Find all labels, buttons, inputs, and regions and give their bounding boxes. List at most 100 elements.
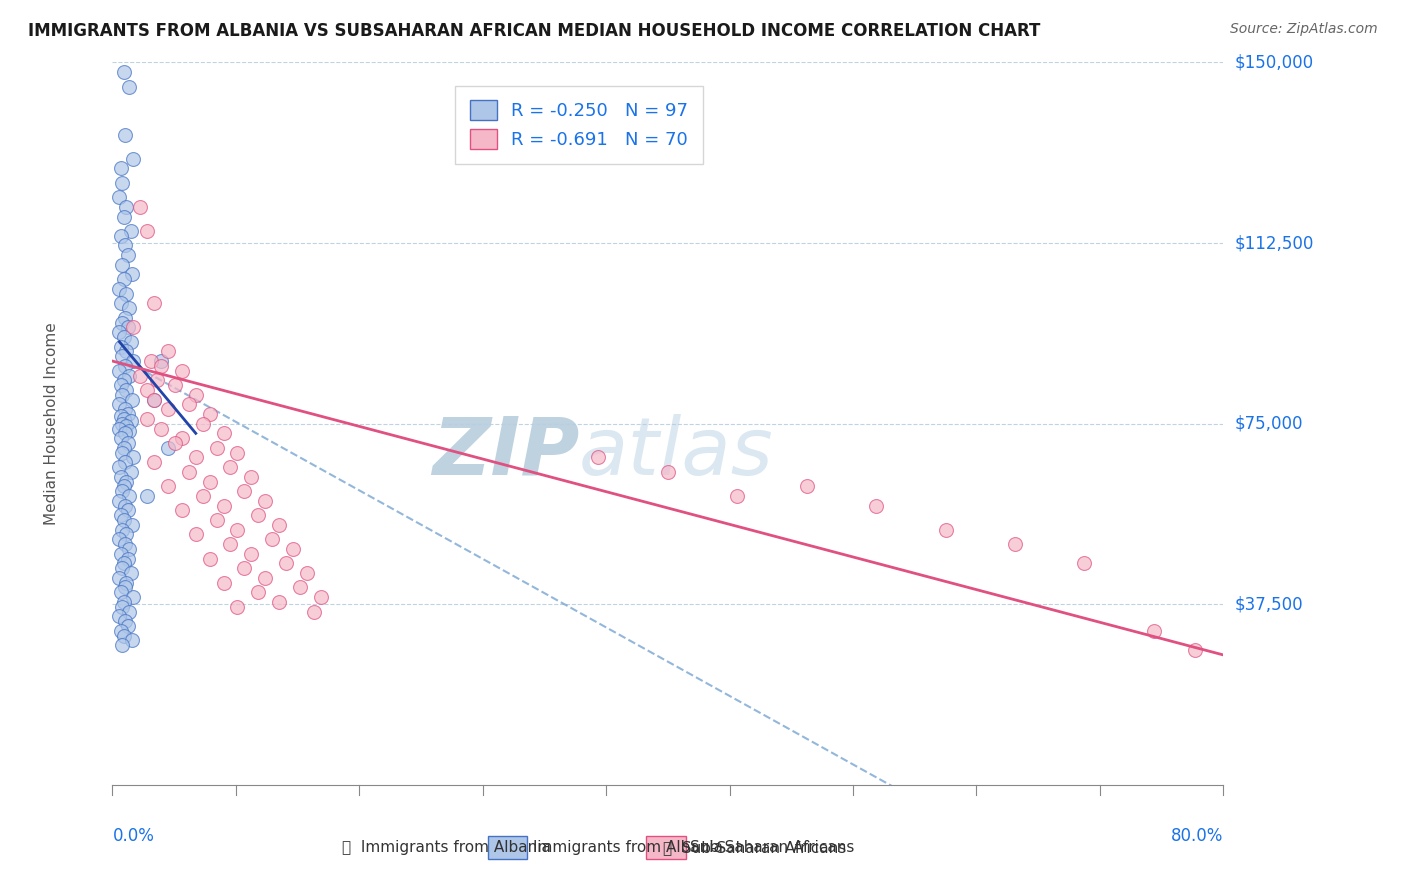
Point xyxy=(254,493,277,508)
Point xyxy=(170,431,193,445)
Point xyxy=(120,465,142,479)
Point xyxy=(114,426,136,441)
Point xyxy=(146,373,169,387)
Point xyxy=(118,424,141,438)
Point xyxy=(112,373,135,387)
Point xyxy=(150,421,173,435)
Point xyxy=(136,412,159,426)
Point xyxy=(143,392,166,407)
Point xyxy=(117,407,139,421)
Point xyxy=(118,489,141,503)
Point xyxy=(115,527,138,541)
Point xyxy=(136,489,159,503)
Point xyxy=(184,527,207,541)
Point xyxy=(111,349,134,363)
Point xyxy=(111,316,134,330)
Point xyxy=(212,426,235,441)
Point xyxy=(108,571,131,585)
Point xyxy=(177,465,200,479)
Point xyxy=(114,402,136,417)
Point xyxy=(226,445,249,459)
Point xyxy=(115,286,138,301)
Point xyxy=(114,128,136,142)
Point xyxy=(115,344,138,359)
Point xyxy=(117,551,139,566)
Point xyxy=(121,633,143,648)
Point xyxy=(120,566,142,580)
Text: Source: ZipAtlas.com: Source: ZipAtlas.com xyxy=(1230,22,1378,37)
Point xyxy=(114,537,136,551)
Point xyxy=(110,228,132,243)
Point xyxy=(191,489,214,503)
Point xyxy=(1073,557,1095,571)
Point xyxy=(205,513,228,527)
Point xyxy=(108,325,131,339)
Point xyxy=(117,619,139,633)
Point xyxy=(114,310,136,325)
Point xyxy=(302,605,325,619)
Point xyxy=(117,503,139,517)
Point xyxy=(110,469,132,483)
Text: 0.0%: 0.0% xyxy=(112,827,155,845)
Point xyxy=(111,561,134,575)
Text: $112,500: $112,500 xyxy=(1234,234,1313,252)
Point xyxy=(226,599,249,614)
Point xyxy=(118,368,141,383)
Point xyxy=(114,499,136,513)
Point xyxy=(111,638,134,652)
Legend: R = -0.250   N = 97, R = -0.691   N = 70: R = -0.250 N = 97, R = -0.691 N = 70 xyxy=(456,86,703,163)
Text: $150,000: $150,000 xyxy=(1234,54,1313,71)
Point xyxy=(110,161,132,176)
Point xyxy=(198,551,221,566)
Point xyxy=(157,479,180,493)
Text: ⬛  Immigrants from Albania: ⬛ Immigrants from Albania xyxy=(342,840,551,855)
Point xyxy=(136,383,159,397)
Point xyxy=(150,354,173,368)
Point xyxy=(274,557,297,571)
Point xyxy=(112,595,135,609)
Point xyxy=(865,499,887,513)
Text: IMMIGRANTS FROM ALBANIA VS SUBSAHARAN AFRICAN MEDIAN HOUSEHOLD INCOME CORRELATIO: IMMIGRANTS FROM ALBANIA VS SUBSAHARAN AF… xyxy=(28,22,1040,40)
Text: Sub-Saharan Africans: Sub-Saharan Africans xyxy=(690,840,855,855)
Point xyxy=(725,489,748,503)
Point xyxy=(120,224,142,238)
Text: $37,500: $37,500 xyxy=(1234,595,1303,614)
Point xyxy=(198,407,221,421)
Point xyxy=(198,475,221,489)
Point xyxy=(157,441,180,455)
Point xyxy=(122,354,145,368)
Point xyxy=(247,508,270,523)
Point xyxy=(267,595,291,609)
Point xyxy=(120,334,142,349)
Point xyxy=(122,590,145,604)
Point xyxy=(233,484,256,499)
Point xyxy=(108,533,131,547)
Point xyxy=(177,397,200,411)
Point xyxy=(111,388,134,402)
Point xyxy=(163,378,186,392)
Point xyxy=(108,364,131,378)
Point xyxy=(122,450,145,465)
Point xyxy=(112,629,135,643)
Point xyxy=(219,460,242,475)
Point xyxy=(114,455,136,469)
Point xyxy=(111,599,134,614)
Point xyxy=(657,465,679,479)
Point xyxy=(240,547,263,561)
Point xyxy=(122,152,145,166)
Point xyxy=(110,378,132,392)
Point xyxy=(108,493,131,508)
Point xyxy=(114,359,136,373)
Point xyxy=(114,581,136,595)
Point xyxy=(122,320,145,334)
Point xyxy=(110,296,132,310)
Point xyxy=(309,590,332,604)
Point xyxy=(111,523,134,537)
Point xyxy=(141,354,163,368)
Point xyxy=(111,176,134,190)
Point xyxy=(295,566,318,580)
Point xyxy=(267,517,291,532)
Text: atlas: atlas xyxy=(579,414,773,491)
Point xyxy=(110,624,132,638)
Point xyxy=(112,557,135,571)
